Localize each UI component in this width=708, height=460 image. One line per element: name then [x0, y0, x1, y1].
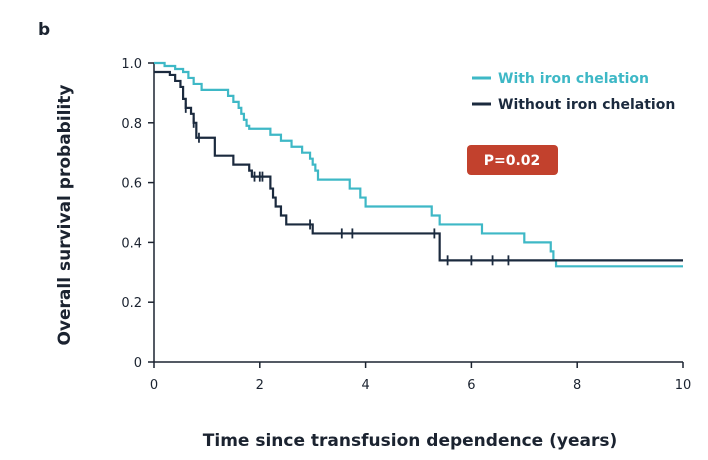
legend: With iron chelation Without iron chelati…: [472, 71, 675, 113]
legend-item-without-chelation: Without iron chelation: [472, 97, 675, 113]
y-tick-label: 0.6: [121, 177, 142, 192]
y-tick-label: 1.0: [121, 57, 142, 72]
y-tick-label: 0.2: [121, 296, 142, 311]
x-tick-label: 0: [150, 378, 158, 393]
legend-item-with-chelation: With iron chelation: [472, 71, 649, 87]
x-tick-label: 10: [675, 378, 692, 393]
series-line-without-chelation: [154, 70, 683, 262]
y-tick-label: 0: [134, 356, 142, 371]
series-line-with-chelation: [154, 61, 683, 268]
x-ticks: 0 2 4 6 8 10: [150, 362, 691, 393]
legend-label-without-chelation: Without iron chelation: [498, 97, 675, 113]
legend-label-with-chelation: With iron chelation: [498, 71, 649, 87]
x-axis-title: Time since transfusion dependence (years…: [203, 431, 617, 451]
x-tick-label: 6: [467, 378, 475, 393]
y-tick-label: 0.4: [121, 236, 142, 251]
x-tick-label: 4: [361, 378, 369, 393]
x-tick-label: 2: [256, 378, 264, 393]
panel-label: b: [38, 20, 51, 40]
y-ticks: 0 0.2 0.4 0.6 0.8 1.0: [121, 57, 154, 371]
y-axis-title: Overall survival probability: [55, 84, 75, 345]
x-tick-label: 8: [573, 378, 581, 393]
series-layer: [154, 61, 683, 268]
pvalue-box: [467, 145, 558, 175]
y-tick-label: 0.8: [121, 117, 142, 132]
pvalue-badge: P=0.02: [467, 145, 558, 175]
pvalue-label: P=0.02: [484, 153, 541, 169]
axes: 0 0.2 0.4 0.6 0.8 1.0 0 2 4 6 8 10: [121, 57, 691, 393]
